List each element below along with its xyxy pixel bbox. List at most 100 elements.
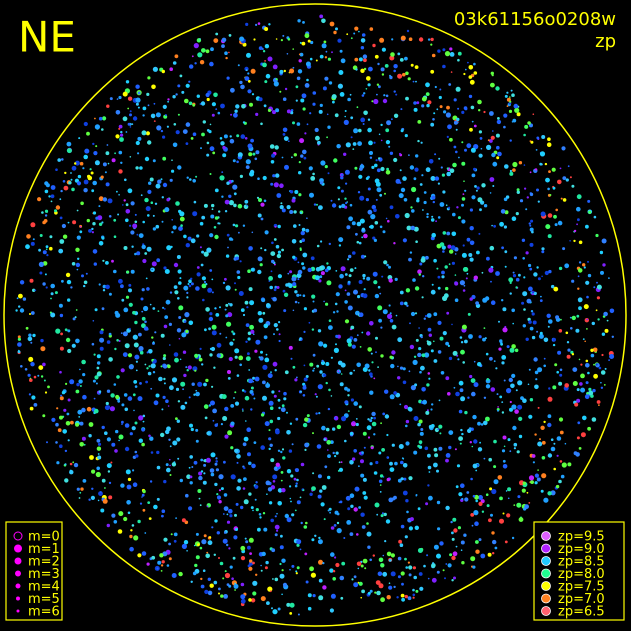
star-dot — [303, 364, 306, 367]
star-dot — [356, 334, 359, 337]
star-dot — [415, 494, 418, 496]
star-dot — [442, 295, 448, 301]
star-dot — [267, 586, 273, 592]
star-dot — [312, 91, 317, 95]
star-dot — [413, 575, 418, 580]
star-dot — [427, 372, 431, 375]
star-dot — [107, 162, 110, 165]
star-dot — [155, 393, 160, 398]
star-dot — [179, 358, 182, 361]
star-dot — [358, 174, 363, 179]
star-dot — [317, 474, 322, 479]
star-dot — [188, 396, 191, 399]
star-dot — [442, 48, 446, 52]
star-dot — [252, 509, 254, 512]
star-dot — [471, 391, 476, 397]
star-dot — [245, 356, 251, 361]
star-dot — [335, 451, 339, 455]
star-dot — [137, 553, 142, 558]
star-dot — [371, 411, 376, 417]
star-dot — [289, 210, 294, 214]
star-dot — [390, 52, 395, 57]
star-dot — [449, 553, 453, 557]
star-dot — [212, 419, 215, 422]
star-dot — [302, 149, 307, 155]
star-dot — [96, 466, 100, 471]
star-dot — [80, 487, 84, 491]
star-dot — [249, 559, 253, 563]
star-dot — [88, 498, 91, 501]
star-dot — [467, 312, 471, 316]
star-dot — [360, 473, 365, 478]
star-dot — [464, 148, 467, 152]
star-dot — [356, 362, 362, 368]
star-dot — [365, 88, 368, 90]
star-dot — [238, 291, 244, 296]
star-dot — [330, 440, 334, 444]
star-dot — [168, 542, 172, 546]
star-dot — [323, 300, 325, 303]
star-dot — [609, 308, 615, 314]
star-dot — [204, 589, 209, 595]
star-dot — [120, 483, 125, 488]
star-dot — [557, 179, 562, 185]
star-dot — [413, 101, 417, 105]
star-dot — [220, 594, 224, 598]
star-dot — [473, 124, 477, 128]
star-dot — [449, 47, 453, 51]
star-dot — [248, 598, 252, 602]
zp-label: zp=9.0 — [558, 542, 605, 557]
star-dot — [580, 432, 586, 438]
star-dot — [393, 90, 396, 93]
star-dot — [432, 200, 435, 204]
star-dot — [323, 518, 326, 521]
star-dot — [480, 423, 484, 426]
star-dot — [110, 461, 113, 464]
star-dot — [348, 254, 352, 259]
star-dot — [528, 286, 533, 292]
star-dot — [474, 521, 479, 526]
star-dot — [101, 307, 105, 311]
star-dot — [215, 457, 218, 460]
star-dot — [317, 329, 322, 333]
star-dot — [497, 406, 499, 408]
star-dot — [481, 271, 484, 274]
star-dot — [414, 65, 419, 69]
star-dot — [452, 517, 457, 522]
star-dot — [289, 485, 292, 488]
star-dot — [364, 567, 367, 570]
star-dot — [529, 398, 534, 402]
star-dot — [398, 444, 404, 449]
star-dot — [198, 475, 203, 481]
star-dot — [121, 298, 125, 302]
star-dot — [222, 145, 226, 150]
star-dot — [386, 477, 390, 482]
star-dot — [295, 468, 299, 473]
star-dot — [393, 242, 396, 245]
star-dot — [369, 372, 373, 377]
star-dot — [135, 166, 139, 170]
star-dot — [48, 195, 51, 198]
star-dot — [508, 277, 514, 283]
star-dot — [217, 222, 220, 225]
star-dot — [580, 363, 583, 366]
star-dot — [514, 409, 519, 414]
star-dot — [246, 427, 251, 433]
magnitude-label: m=5 — [28, 592, 60, 607]
star-dot — [360, 38, 366, 43]
star-dot — [188, 279, 192, 284]
star-dot — [161, 509, 166, 513]
star-dot — [148, 434, 151, 438]
star-dot — [274, 515, 277, 518]
star-dot — [335, 334, 339, 338]
star-dot — [517, 404, 523, 410]
star-dot — [382, 571, 388, 577]
star-dot — [346, 225, 351, 230]
star-dot — [569, 176, 572, 179]
star-dot — [321, 425, 326, 431]
star-dot — [113, 218, 117, 222]
star-dot — [257, 177, 260, 180]
star-dot — [116, 375, 120, 379]
star-dot — [486, 504, 490, 508]
star-dot — [98, 196, 104, 202]
